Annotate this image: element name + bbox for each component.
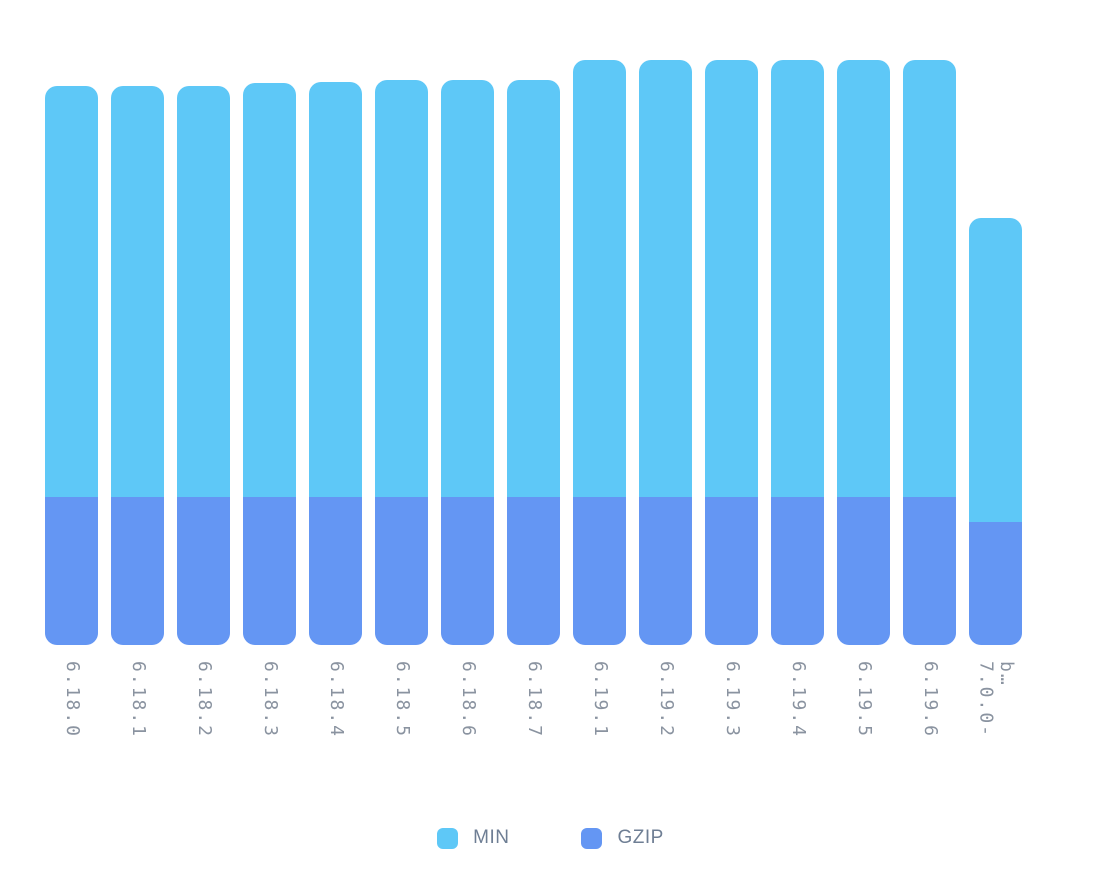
- bar-column: 7.0.0- b…: [969, 60, 1022, 793]
- bar-segment-gzip[interactable]: [771, 497, 824, 645]
- bar-segment-gzip[interactable]: [639, 497, 692, 645]
- bar-segment-gzip[interactable]: [573, 497, 626, 645]
- bar-column: 6.18.3: [243, 60, 296, 793]
- bar-segment-gzip[interactable]: [507, 497, 560, 645]
- x-axis-tick-label: 6.18.4: [325, 661, 347, 739]
- bar-stack: [441, 60, 494, 645]
- bar-stack: [639, 60, 692, 645]
- bar-segment-min[interactable]: [309, 82, 362, 497]
- stacked-bar-chart: 6.18.0 6.18.1 6.18.2 6.18.3 6.18.4 6.18.5 6.18…: [45, 60, 1022, 793]
- bar-segment-min[interactable]: [243, 83, 296, 497]
- chart-legend: MIN GZIP: [0, 827, 1101, 849]
- bar-column: 6.18.5: [375, 60, 428, 793]
- bar-segment-min[interactable]: [639, 60, 692, 497]
- x-axis-tick-label: 6.18.6: [457, 661, 479, 739]
- bar-column: 6.18.1: [111, 60, 164, 793]
- bar-stack: [837, 60, 890, 645]
- legend-label: GZIP: [617, 827, 664, 848]
- bar-stack: [507, 60, 560, 645]
- legend-item-min[interactable]: MIN: [437, 827, 509, 849]
- bar-column: 6.18.4: [309, 60, 362, 793]
- bar-segment-gzip[interactable]: [903, 497, 956, 645]
- bar-segment-gzip[interactable]: [309, 497, 362, 645]
- x-axis-tick-label: 6.19.2: [655, 661, 677, 739]
- bar-column: 6.19.2: [639, 60, 692, 793]
- bar-stack: [573, 60, 626, 645]
- x-axis-tick-label: 6.19.4: [787, 661, 809, 739]
- legend-swatch-min: [437, 827, 459, 849]
- x-axis-tick-label: 6.18.5: [391, 661, 413, 739]
- x-axis-tick-label: 6.18.2: [193, 661, 215, 739]
- x-axis-tick-label: 6.18.0: [61, 661, 83, 739]
- bar-segment-min[interactable]: [45, 86, 98, 497]
- x-axis-tick-label: 7.0.0- b…: [975, 661, 1018, 739]
- bar-segment-min[interactable]: [573, 60, 626, 497]
- bar-column: 6.18.7: [507, 60, 560, 793]
- bar-segment-gzip[interactable]: [969, 522, 1022, 645]
- bar-segment-min[interactable]: [903, 60, 956, 497]
- bar-stack: [45, 60, 98, 645]
- bar-stack: [969, 60, 1022, 645]
- bar-stack: [243, 60, 296, 645]
- bar-segment-gzip[interactable]: [705, 497, 758, 645]
- bar-segment-min[interactable]: [177, 85, 230, 497]
- legend-label: MIN: [473, 827, 510, 848]
- bar-segment-gzip[interactable]: [375, 497, 428, 645]
- bar-stack: [771, 60, 824, 645]
- bar-column: 6.19.1: [573, 60, 626, 793]
- bar-segment-min[interactable]: [507, 79, 560, 497]
- bar-segment-gzip[interactable]: [45, 497, 98, 645]
- bar-segment-gzip[interactable]: [837, 497, 890, 645]
- bar-column: 6.18.6: [441, 60, 494, 793]
- x-axis-tick-label: 6.18.3: [259, 661, 281, 739]
- bar-column: 6.18.0: [45, 60, 98, 793]
- bar-stack: [111, 60, 164, 645]
- bar-segment-gzip[interactable]: [243, 497, 296, 645]
- x-axis-tick-label: 6.18.7: [523, 661, 545, 739]
- x-axis-tick-label: 6.19.3: [721, 661, 743, 739]
- bar-stack: [903, 60, 956, 645]
- bar-column: 6.18.2: [177, 60, 230, 793]
- legend-swatch-gzip: [581, 827, 603, 849]
- bar-column: 6.19.5: [837, 60, 890, 793]
- bar-segment-min[interactable]: [837, 60, 890, 497]
- bar-segment-gzip[interactable]: [111, 497, 164, 645]
- bar-segment-min[interactable]: [771, 60, 824, 497]
- bar-stack: [375, 60, 428, 645]
- x-axis-tick-label: 6.19.6: [919, 661, 941, 739]
- bar-segment-min[interactable]: [705, 60, 758, 497]
- bar-segment-min[interactable]: [441, 79, 494, 497]
- x-axis-tick-label: 6.19.5: [853, 661, 875, 739]
- bar-segment-min[interactable]: [375, 79, 428, 497]
- x-axis-tick-label: 6.19.1: [589, 661, 611, 739]
- bar-column: 6.19.6: [903, 60, 956, 793]
- bar-segment-min[interactable]: [969, 217, 1022, 523]
- bar-segment-gzip[interactable]: [441, 497, 494, 645]
- bar-column: 6.19.3: [705, 60, 758, 793]
- bar-stack: [705, 60, 758, 645]
- x-axis-tick-label: 6.18.1: [127, 661, 149, 739]
- legend-item-gzip[interactable]: GZIP: [581, 827, 663, 849]
- bar-column: 6.19.4: [771, 60, 824, 793]
- bar-segment-min[interactable]: [111, 86, 164, 497]
- bar-segment-gzip[interactable]: [177, 497, 230, 645]
- bar-stack: [177, 60, 230, 645]
- bar-stack: [309, 60, 362, 645]
